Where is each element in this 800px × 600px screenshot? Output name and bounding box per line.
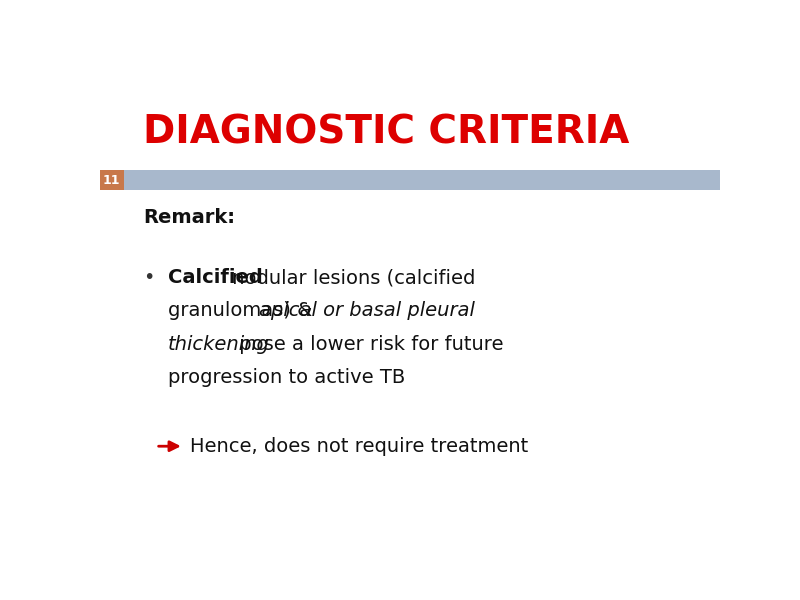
Text: DIAGNOSTIC CRITERIA: DIAGNOSTIC CRITERIA	[143, 113, 630, 151]
Text: •: •	[143, 268, 154, 287]
Text: thickening: thickening	[168, 335, 270, 353]
Text: nodular lesions (calcified: nodular lesions (calcified	[226, 268, 476, 287]
Text: progression to active TB: progression to active TB	[168, 368, 406, 387]
Text: Remark:: Remark:	[143, 208, 235, 227]
Text: Calcified: Calcified	[168, 268, 263, 287]
FancyBboxPatch shape	[100, 170, 123, 190]
FancyBboxPatch shape	[100, 170, 720, 190]
Text: apical or basal pleural: apical or basal pleural	[259, 301, 475, 320]
Text: granulomas) &: granulomas) &	[168, 301, 319, 320]
Text: pose a lower risk for future: pose a lower risk for future	[234, 335, 504, 353]
Text: Hence, does not require treatment: Hence, does not require treatment	[190, 437, 528, 456]
Text: 11: 11	[103, 173, 121, 187]
